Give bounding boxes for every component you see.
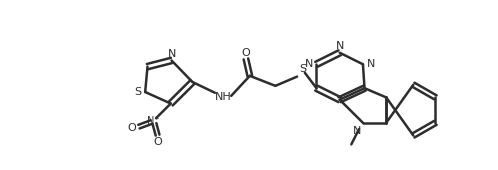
Text: O: O: [242, 48, 250, 58]
Text: O: O: [127, 123, 136, 133]
Text: N: N: [304, 59, 313, 69]
Text: N: N: [353, 125, 361, 135]
Text: N: N: [367, 59, 375, 69]
Text: N⁺: N⁺: [147, 115, 160, 125]
Text: O: O: [153, 137, 162, 147]
Text: S: S: [299, 64, 306, 74]
Text: N: N: [168, 49, 176, 59]
Text: NH: NH: [215, 92, 232, 102]
Text: N: N: [336, 41, 345, 51]
Text: S: S: [134, 87, 141, 97]
